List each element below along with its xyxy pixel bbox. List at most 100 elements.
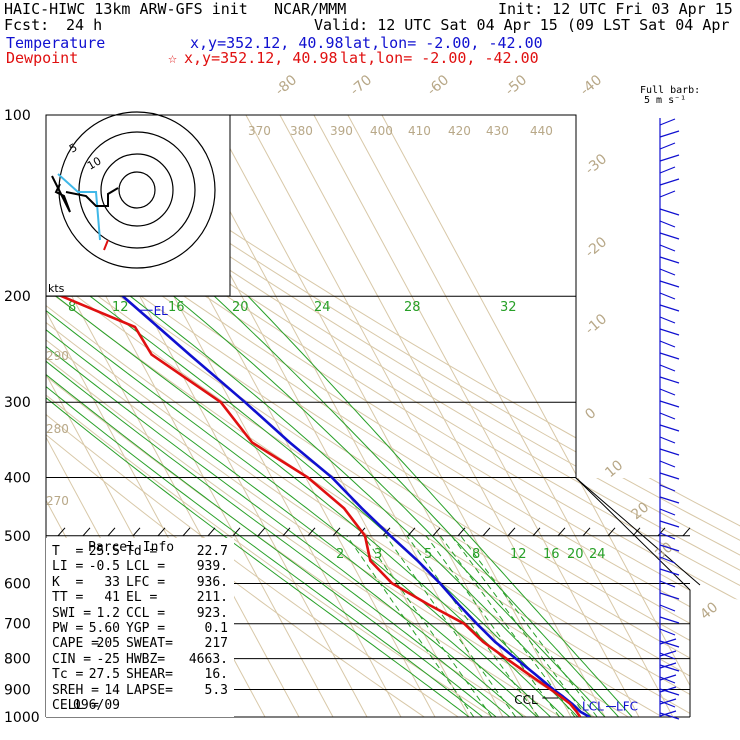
hatch-tick: [107, 527, 116, 537]
parcel-info-cell: CCL =: [126, 605, 166, 621]
mixing-ratio-label: 8: [68, 300, 76, 315]
dry-adiabat-line: [46, 115, 459, 717]
parcel-info-panel: [46, 538, 234, 717]
parcel-info-cell: 211.: [196, 590, 228, 606]
isotherm-line: [313, 115, 640, 717]
mixing-ratio-line: [346, 535, 475, 717]
parcel-info-cell: SHEAR=: [126, 667, 173, 683]
dry-adiabat-line: [46, 115, 740, 717]
wind-barb: [659, 508, 676, 516]
wind-barb: [659, 388, 676, 396]
dry-adiabat-line: [46, 115, 595, 717]
valid-time: Valid: 12 UTC Sat 04 Apr 15 (09 LST Sat …: [314, 16, 740, 34]
wind-barb: [659, 496, 680, 504]
dry-adiabat-line: [46, 115, 663, 717]
wind-barb: [659, 592, 680, 600]
mixing-ratio-line: [460, 535, 598, 717]
hatch-tick: [232, 527, 241, 537]
parcel-info-cell: 4663.: [188, 651, 228, 667]
lcl-marker-label: LCL: [582, 700, 604, 714]
isotherm-line: [381, 115, 708, 717]
hodograph-segment-mid: [57, 173, 101, 241]
hatch-tick: [332, 527, 341, 537]
parcel-info-cell: CAPE =: [52, 636, 99, 652]
parcel-info-cell: 5.3: [204, 682, 228, 698]
hatch-tick: [82, 527, 91, 537]
dewpoint-legend-label: Dewpoint: [6, 49, 79, 67]
mixing-ratio-label: 5: [424, 547, 432, 562]
dry-adiabat-line: [46, 115, 740, 717]
hodograph-ring-label: 10: [85, 154, 104, 172]
wind-barb: [659, 376, 680, 384]
pressure-tick-label: 300: [4, 395, 31, 411]
dry-adiabat-label: 400: [370, 124, 393, 138]
pressure-tick-label: 600: [4, 576, 31, 592]
wind-barb: [659, 256, 680, 264]
hatch-tick: [432, 527, 441, 537]
isotherm-label: 20: [628, 499, 652, 523]
dry-adiabat-line: [46, 115, 629, 717]
lfc-marker-label: LFC: [616, 700, 638, 714]
isotherm-label: 30: [652, 539, 676, 563]
parcel-info-cell: LAPSE=: [126, 682, 173, 698]
wind-barb: [659, 232, 680, 240]
wind-barb: [659, 244, 676, 252]
parcel-info-cell: 936.: [196, 574, 228, 590]
hatch-tick: [532, 527, 541, 537]
dry-adiabat-line: [46, 115, 740, 717]
wind-barb: [659, 118, 676, 126]
wind-barb: [659, 698, 677, 705]
hatch-tick: [682, 527, 691, 537]
parcel-info-cell: -0.5: [88, 559, 120, 575]
wind-barb: [659, 710, 677, 717]
isotherm-label: -20: [582, 234, 610, 261]
parcel-info-cell: 25.5: [88, 544, 120, 559]
isotherm-label: -30: [582, 151, 610, 178]
wind-barb: [659, 556, 676, 564]
parcel-info-cell: LFC =: [126, 574, 166, 590]
mixing-ratio-label: 20: [232, 300, 249, 315]
wind-barb: [659, 686, 677, 693]
wind-barb: [659, 364, 676, 372]
isotherm-line: [245, 115, 572, 717]
parcel-info-cell: CELL =: [52, 698, 99, 713]
parcel-info-cell: Td =: [126, 544, 158, 559]
wind-barb: [659, 130, 680, 138]
wind-barb: [659, 604, 676, 612]
wind-barb: [659, 268, 676, 276]
pressure-tick-label: 800: [4, 652, 31, 668]
parcel-info-cell: LCL =: [126, 559, 166, 575]
isotherm-label: -70: [347, 72, 375, 99]
wind-barb: [659, 340, 676, 348]
wind-barb: [659, 178, 680, 186]
parcel-info-background: [46, 538, 234, 717]
wind-barb: [659, 352, 680, 360]
wind-barb: [659, 652, 676, 660]
dewpoint-star-icon: ☆: [168, 49, 178, 67]
parcel-info-cell: 217: [204, 636, 228, 652]
organization: NCAR/MMM: [274, 0, 347, 18]
dry-adiabat-line: [58, 115, 740, 717]
dry-adiabat-line: [46, 115, 740, 717]
parcel-info-cell: LI =: [52, 559, 84, 575]
wind-barb: [659, 580, 676, 588]
dry-adiabat-line: [46, 115, 740, 717]
barb-key-speed: 5 m s⁻¹: [644, 95, 687, 106]
pressure-tick-label: 500: [4, 529, 31, 545]
wind-barb: [659, 154, 680, 162]
hodograph-units-label: kts: [48, 282, 65, 295]
wind-barb: [659, 712, 680, 720]
wind-barb: [659, 412, 676, 420]
parcel-info-cell: PW =: [52, 621, 84, 636]
wind-barb: [659, 424, 680, 432]
wind-barb: [659, 568, 680, 576]
wind-barb: [659, 436, 676, 444]
wind-barb: [659, 316, 676, 324]
isotherm-label: -60: [424, 72, 452, 99]
pressure-tick-label: 700: [4, 617, 31, 633]
parcel-info-cell: EL =: [126, 590, 158, 606]
wind-barb: [659, 544, 680, 552]
parcel-info-cell: 939.: [196, 559, 228, 575]
wind-barb: [659, 640, 680, 648]
dry-adiabat-label: 380: [290, 124, 313, 138]
